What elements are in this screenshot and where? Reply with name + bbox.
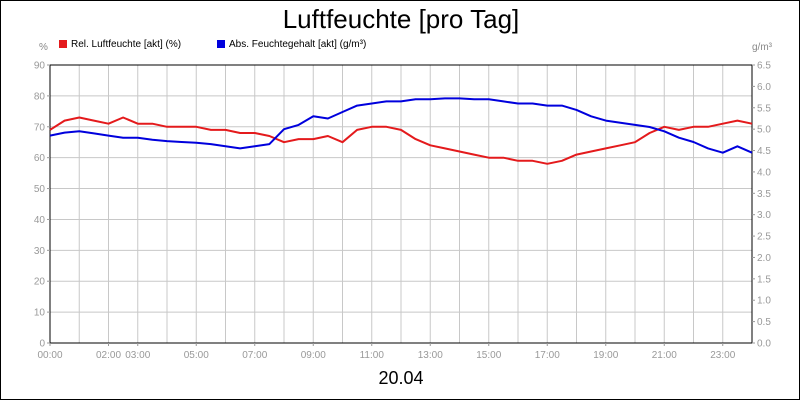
right-axis-tick-label: 0.5 [757, 317, 771, 328]
right-axis-tick-label: 4.0 [757, 167, 771, 178]
legend-swatch-blue [217, 40, 225, 48]
left-axis-tick-label: 60 [34, 153, 46, 164]
series-line-rel-humidity [49, 116, 753, 165]
right-axis-tick-label: 2.0 [757, 253, 771, 264]
right-axis-tick-label: 1.0 [757, 296, 771, 307]
x-axis-tick-label: 23:00 [710, 350, 735, 361]
legend-label-rel-humidity: Rel. Luftfeuchte [akt] (%) [71, 39, 182, 50]
left-axis-tick-label: 30 [34, 246, 46, 257]
right-axis-tick-label: 1.5 [757, 274, 771, 285]
left-axis-unit: % [39, 42, 48, 53]
right-axis-tick-label: 6.0 [757, 82, 771, 93]
x-axis-tick-label: 03:00 [125, 350, 150, 361]
left-axis-tick-label: 70 [34, 122, 46, 133]
right-axis-unit: g/m³ [752, 42, 772, 53]
left-axis-tick-label: 10 [34, 308, 46, 319]
date-label: 20.04 [378, 368, 424, 388]
right-axis-tick-label: 5.5 [757, 103, 771, 114]
right-axis-tick-label: 5.0 [757, 125, 771, 136]
right-axis-tick-label: 3.0 [757, 210, 771, 221]
legend-item-rel-humidity: Rel. Luftfeuchte [akt] (%) [59, 39, 181, 51]
right-axis-tick-label: 0.0 [757, 339, 771, 350]
left-axis-tick-label: 20 [34, 277, 46, 288]
x-axis-tick-label: 15:00 [476, 350, 501, 361]
legend-item-abs-humidity: Abs. Feuchtegehalt [akt] (g/m³) [217, 39, 366, 51]
plot-frame [49, 64, 753, 344]
right-axis-tick-label: 2.5 [757, 232, 771, 243]
left-axis-tick-label: 40 [34, 215, 46, 226]
chart-title: Luftfeuchte [pro Tag] [282, 4, 520, 34]
legend-swatch-red [59, 40, 67, 48]
left-axis-tick-label: 90 [34, 61, 46, 72]
x-axis-tick-label: 00:00 [37, 350, 62, 361]
x-axis-tick-label: 21:00 [652, 350, 677, 361]
right-axis-tick-label: 3.5 [757, 189, 771, 200]
left-axis-tick-label: 50 [34, 184, 46, 195]
left-axis-tick-label: 80 [34, 91, 46, 102]
x-axis-tick-label: 17:00 [535, 350, 560, 361]
x-axis-tick-label: 13:00 [418, 350, 443, 361]
x-axis-tick-label: 19:00 [593, 350, 618, 361]
x-axis-tick-label: 07:00 [242, 350, 267, 361]
left-axis-tick-label: 0 [39, 339, 45, 350]
x-axis-tick-label: 11:00 [360, 350, 385, 361]
x-axis-tick-label: 02:00 [96, 350, 121, 361]
right-axis-tick-label: 6.5 [757, 61, 771, 72]
right-axis-tick-label: 4.5 [757, 146, 771, 157]
legend-label-abs-humidity: Abs. Feuchtegehalt [akt] (g/m³) [229, 39, 367, 50]
x-axis-tick-label: 05:00 [184, 350, 209, 361]
series-line-abs-humidity [49, 97, 753, 154]
x-axis-tick-label: 09:00 [301, 350, 326, 361]
